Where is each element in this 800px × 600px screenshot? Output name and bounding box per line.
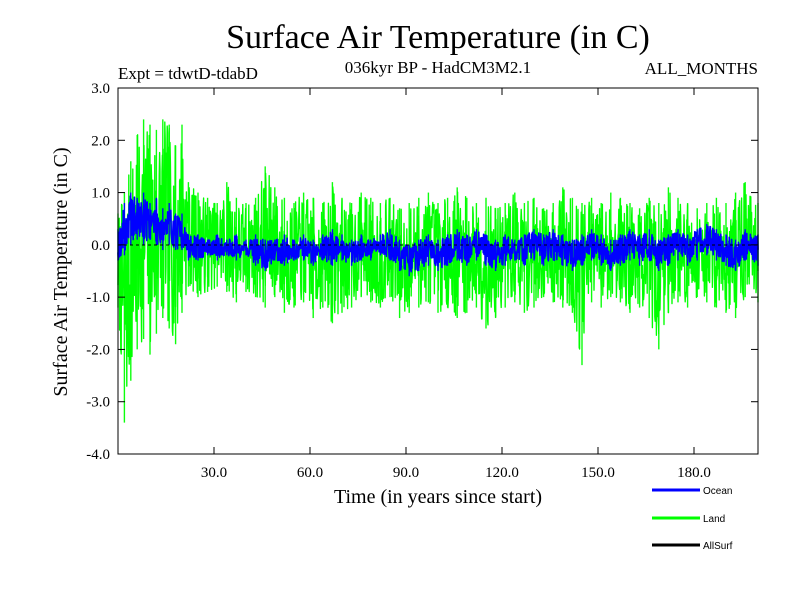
period-model-label: 036kyr BP - HadCM3M2.1: [345, 58, 531, 77]
x-axis: 30.0 60.0 90.0 120.0 150.0 180.0: [201, 88, 711, 481]
experiment-label: Expt = tdwtD-tdabD: [118, 64, 258, 83]
y-tick-label: 0.0: [91, 238, 110, 254]
legend: Ocean Land AllSurf: [652, 486, 733, 552]
y-tick-label: 3.0: [91, 81, 110, 97]
y-tick-label: -1.0: [86, 290, 110, 306]
y-tick-label: 2.0: [91, 133, 110, 149]
x-tick-label: 60.0: [297, 465, 323, 481]
y-axis-label: Surface Air Temperature (in C): [50, 147, 72, 396]
x-tick-label: 30.0: [201, 465, 227, 481]
legend-land-label: Land: [703, 514, 725, 525]
plot-frame: [117, 87, 759, 455]
x-tick-label: 90.0: [393, 465, 419, 481]
y-tick-label: -2.0: [86, 342, 110, 358]
y-axis: 3.0 2.0 1.0 0.0 -1.0 -2.0 -3.0 -4.0: [86, 81, 758, 463]
y-tick-label: -3.0: [86, 395, 110, 411]
x-tick-label: 150.0: [581, 465, 615, 481]
months-label: ALL_MONTHS: [645, 59, 758, 78]
y-tick-label: 1.0: [91, 186, 110, 202]
y-tick-label: -4.0: [86, 447, 110, 463]
chart-title: Surface Air Temperature (in C): [226, 19, 650, 56]
ocean-series: [117, 192, 759, 277]
x-tick-label: 180.0: [677, 465, 711, 481]
legend-ocean-label: Ocean: [703, 486, 732, 497]
legend-allsurf-label: AllSurf: [703, 541, 733, 552]
x-tick-label: 120.0: [485, 465, 519, 481]
x-axis-label: Time (in years since start): [334, 486, 542, 508]
